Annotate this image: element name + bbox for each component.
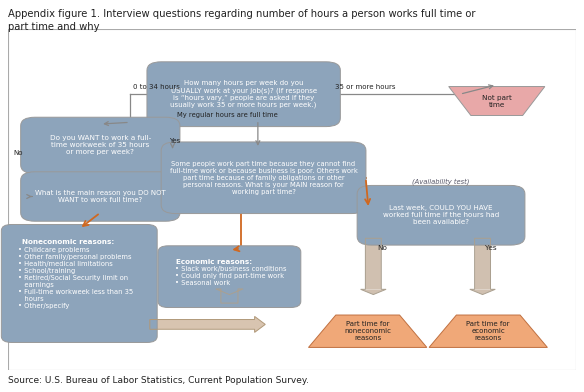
Polygon shape	[360, 289, 386, 294]
Text: What is the main reason you DO NOT
WANT to work full time?: What is the main reason you DO NOT WANT …	[35, 190, 166, 203]
Text: Not part
time: Not part time	[482, 94, 512, 107]
Text: Appendix figure 1. Interview questions regarding number of hours a person works : Appendix figure 1. Interview questions r…	[8, 9, 475, 19]
Text: No: No	[13, 151, 23, 156]
Polygon shape	[308, 315, 427, 347]
Text: My regular hours are full time: My regular hours are full time	[177, 112, 278, 118]
Text: Source: U.S. Bureau of Labor Statistics, Current Population Survey.: Source: U.S. Bureau of Labor Statistics,…	[8, 376, 308, 385]
FancyBboxPatch shape	[475, 238, 491, 289]
Text: • Slack work/business conditions
• Could only find part-time work
• Seasonal wor: • Slack work/business conditions • Could…	[175, 266, 287, 286]
Text: 35 or more hours: 35 or more hours	[335, 84, 395, 90]
Text: 0 to 34 hours: 0 to 34 hours	[133, 84, 180, 90]
Text: Part time for
noneconomic
reasons: Part time for noneconomic reasons	[344, 321, 391, 341]
Polygon shape	[449, 87, 545, 116]
Text: Part time for
economic
reasons: Part time for economic reasons	[467, 321, 510, 341]
FancyBboxPatch shape	[158, 246, 301, 307]
Text: Some people work part time because they cannot find
full-time work or because bu: Some people work part time because they …	[169, 161, 357, 195]
Text: Economic reasons:: Economic reasons:	[176, 259, 252, 265]
Text: part time and why: part time and why	[8, 22, 99, 32]
FancyBboxPatch shape	[366, 238, 381, 289]
Text: Do you WANT to work a full-
time workweek of 35 hours
or more per week?: Do you WANT to work a full- time workwee…	[50, 135, 151, 155]
Polygon shape	[429, 315, 547, 347]
Text: (Availability test): (Availability test)	[412, 179, 470, 185]
Text: Noneconomic reasons:: Noneconomic reasons:	[22, 239, 114, 245]
Text: No: No	[377, 245, 387, 251]
Polygon shape	[470, 289, 495, 294]
Text: How many hours per week do you
USUALLY work at your job(s)? (If response
is “hou: How many hours per week do you USUALLY w…	[171, 80, 317, 108]
FancyBboxPatch shape	[357, 185, 525, 245]
Text: Yes: Yes	[169, 138, 180, 144]
FancyBboxPatch shape	[161, 142, 366, 214]
Text: Last week, COULD YOU HAVE
worked full time if the hours had
been available?: Last week, COULD YOU HAVE worked full ti…	[383, 205, 499, 225]
Polygon shape	[215, 289, 243, 294]
FancyBboxPatch shape	[20, 117, 180, 174]
FancyBboxPatch shape	[150, 319, 255, 329]
Text: Yes: Yes	[485, 245, 497, 251]
FancyBboxPatch shape	[20, 172, 180, 221]
FancyBboxPatch shape	[147, 62, 340, 127]
FancyBboxPatch shape	[8, 29, 576, 370]
FancyBboxPatch shape	[221, 289, 238, 303]
FancyBboxPatch shape	[1, 225, 157, 343]
Text: • Childcare problems
• Other family/personal problems
• Health/medical limitatio: • Childcare problems • Other family/pers…	[19, 247, 134, 309]
Polygon shape	[255, 316, 265, 332]
